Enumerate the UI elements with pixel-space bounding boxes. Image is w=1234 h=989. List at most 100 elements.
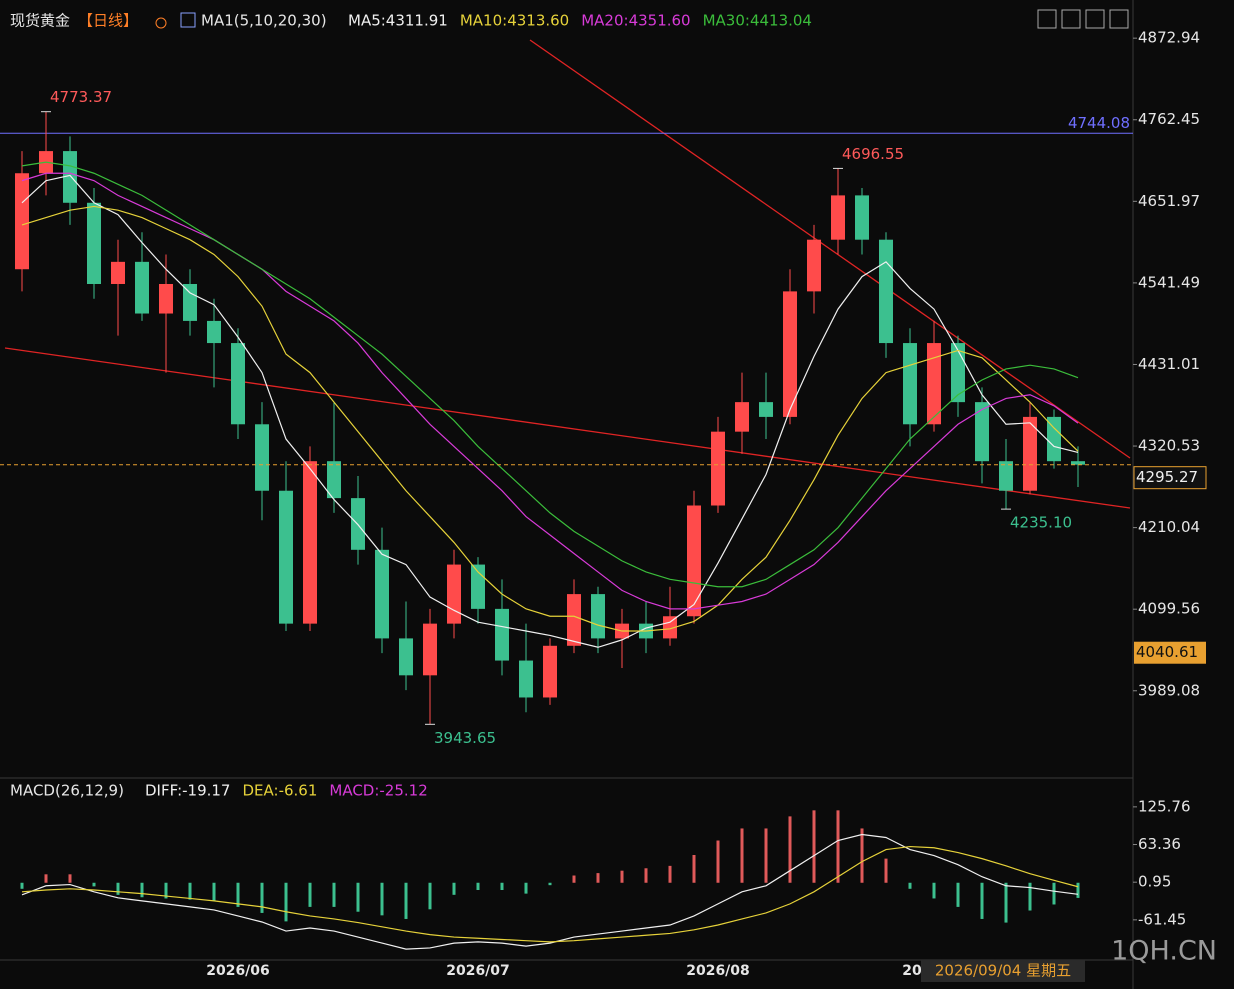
y-tick-label: 4872.94	[1138, 29, 1200, 47]
level-label: 4744.08	[1068, 114, 1130, 132]
candle-body	[975, 402, 989, 462]
macd-bar	[428, 882, 432, 910]
macd-bar	[548, 882, 552, 886]
x-tick-label: 2026/06	[206, 963, 270, 979]
y-tick-label: -61.45	[1138, 910, 1186, 928]
macd-bar	[452, 882, 456, 895]
candle-body	[111, 261, 125, 284]
macd-bar	[524, 882, 528, 894]
candle-body	[735, 402, 749, 432]
candle-body	[663, 616, 677, 639]
candle-body	[303, 461, 317, 624]
candle-body	[759, 402, 773, 417]
candle-body	[447, 564, 461, 624]
candle-body	[423, 623, 437, 676]
last-price-label: 4295.27	[1136, 468, 1198, 486]
candle-body	[15, 173, 29, 270]
macd-bar	[812, 810, 816, 883]
tool-button[interactable]	[1061, 9, 1081, 29]
candle-body	[159, 283, 173, 314]
candle-body	[999, 461, 1013, 491]
legend-entry: DIFF:-19.17	[145, 782, 230, 800]
candle-body	[375, 549, 389, 639]
candle-body	[711, 431, 725, 506]
macd-bar	[140, 882, 144, 898]
candle-body	[855, 195, 869, 240]
macd-line	[21, 833, 1079, 950]
candle-body	[831, 195, 845, 240]
macd-bar	[644, 868, 648, 883]
macd-bar	[380, 882, 384, 916]
macd-bar	[1076, 882, 1080, 898]
trendline	[529, 39, 1131, 459]
candle-body	[183, 283, 197, 321]
y-tick-label: 125.76	[1138, 797, 1191, 815]
legend-entry: DEA:-6.61	[242, 782, 317, 800]
candle-body	[903, 343, 917, 425]
chart-title: 现货黄金	[10, 12, 70, 30]
toolbar	[1037, 9, 1129, 29]
macd-bar	[500, 882, 504, 890]
candle-body	[783, 291, 797, 417]
high-label: 4696.55	[842, 145, 904, 163]
candle-body	[327, 461, 341, 499]
macd-bar	[908, 882, 912, 889]
macd-bar	[692, 855, 696, 883]
tool-button[interactable]	[1109, 9, 1129, 29]
add-icon[interactable]	[155, 17, 167, 29]
candle-body	[87, 202, 101, 284]
macd-bar	[1004, 882, 1008, 923]
macd-bar	[836, 810, 840, 883]
macd-line	[21, 845, 1079, 943]
legend-entry: MACD:-25.12	[329, 782, 427, 800]
low-label: 4235.10	[1010, 514, 1072, 532]
candle-body	[519, 660, 533, 698]
ma-line	[21, 205, 1079, 632]
macd-bar	[332, 882, 336, 907]
macd-bar	[236, 882, 240, 907]
candle-body	[1023, 416, 1037, 491]
ma-label: MA1(5,10,20,30)	[201, 12, 327, 30]
period: 【日线】	[78, 12, 138, 30]
ma-line	[21, 161, 1079, 588]
cursor-price-box	[1134, 641, 1206, 664]
ma-icon[interactable]	[180, 12, 196, 28]
candle-body	[1071, 461, 1085, 465]
macd-bar	[476, 882, 480, 890]
macd-bar	[1028, 882, 1032, 911]
macd-bar	[788, 816, 792, 883]
macd-title: MACD(26,12,9)	[10, 782, 124, 800]
candle-body	[543, 645, 557, 698]
ma-line	[21, 174, 1079, 648]
macd-bar	[20, 882, 24, 889]
candle-body	[495, 608, 509, 661]
candle-body	[1047, 416, 1061, 462]
macd-bar	[284, 882, 288, 922]
watermark: 1QH.CN	[1111, 936, 1217, 967]
macd-bar	[572, 875, 576, 883]
tool-button[interactable]	[1085, 9, 1105, 29]
macd-bar	[620, 870, 624, 883]
cursor-date-box	[921, 960, 1085, 982]
macd-bar	[932, 882, 936, 899]
y-tick-label: 4431.01	[1138, 355, 1200, 373]
macd-bar	[164, 882, 168, 899]
tool-button[interactable]	[1037, 9, 1057, 29]
y-tick-label: 4320.53	[1138, 437, 1200, 455]
candle-body	[591, 594, 605, 639]
y-tick-label: 4099.56	[1138, 600, 1200, 618]
macd-bar	[260, 882, 264, 913]
legend-entry: MA20:4351.60	[581, 12, 690, 30]
y-tick-label: 3989.08	[1138, 681, 1200, 699]
candle-body	[807, 239, 821, 292]
macd-bar	[956, 882, 960, 907]
macd-bar	[44, 874, 48, 883]
legend-entry: MA10:4313.60	[460, 12, 569, 30]
y-tick-label: 63.36	[1138, 835, 1181, 853]
candle-body	[135, 261, 149, 314]
cursor-price-label: 4040.61	[1136, 643, 1198, 661]
macd-bar	[212, 882, 216, 901]
